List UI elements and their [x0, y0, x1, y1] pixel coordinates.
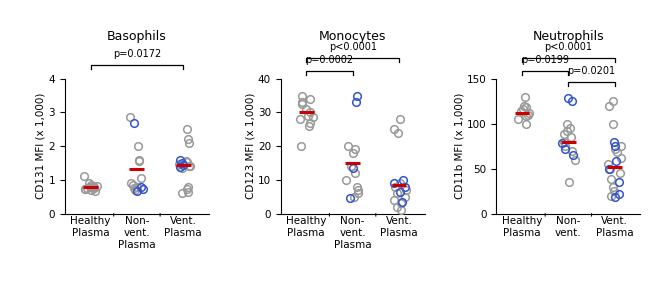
Text: p=0.0002: p=0.0002 — [306, 55, 354, 65]
Title: Neutrophils: Neutrophils — [532, 30, 604, 43]
Y-axis label: CD11b MFI (x 1,000): CD11b MFI (x 1,000) — [454, 93, 464, 199]
Text: p=0.0201: p=0.0201 — [567, 66, 616, 76]
Title: Monocytes: Monocytes — [319, 30, 386, 43]
Y-axis label: CD131 MFI (x 1,000): CD131 MFI (x 1,000) — [36, 93, 46, 199]
Text: p<0.0001: p<0.0001 — [544, 42, 592, 52]
Title: Basophils: Basophils — [107, 30, 167, 43]
Y-axis label: CD123 MFI (x 1,000): CD123 MFI (x 1,000) — [245, 93, 255, 199]
Text: p=0.0172: p=0.0172 — [113, 49, 161, 59]
Text: p<0.0001: p<0.0001 — [329, 42, 376, 52]
Text: p=0.0199: p=0.0199 — [521, 55, 569, 65]
